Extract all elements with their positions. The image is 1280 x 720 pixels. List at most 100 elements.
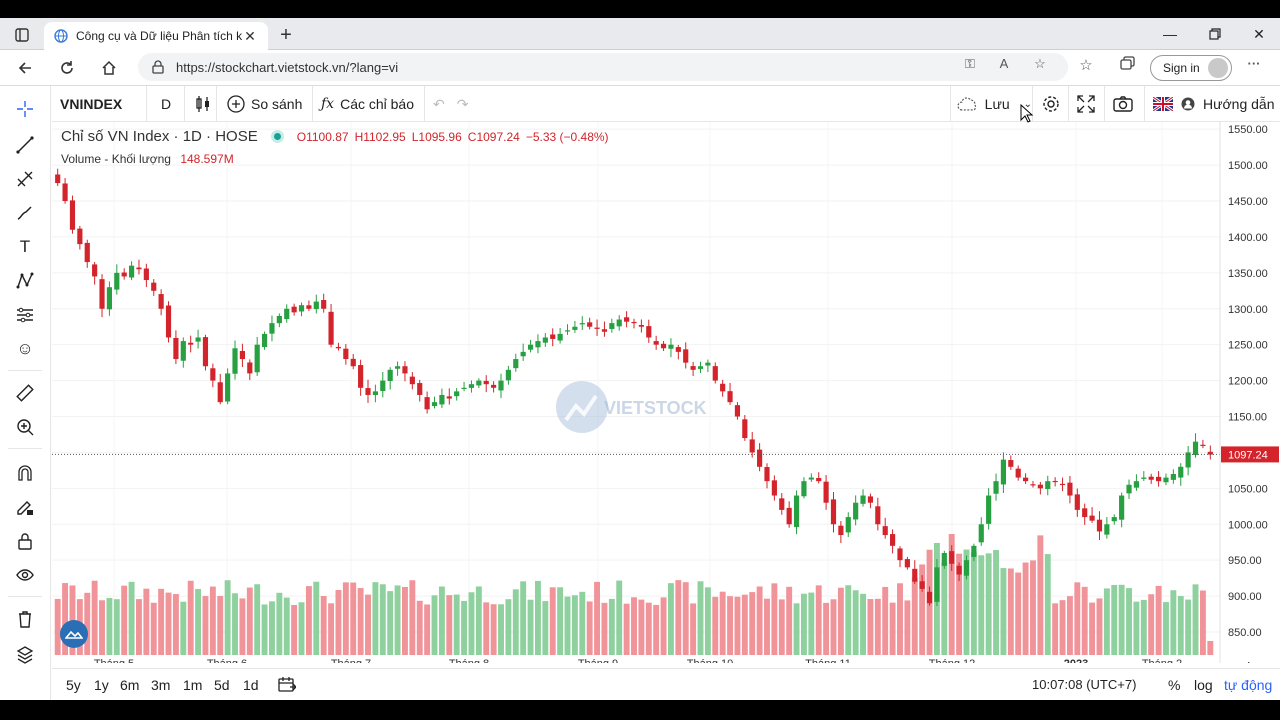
- close-tab-icon[interactable]: ✕: [244, 27, 256, 44]
- ohlc-low: L1095.96: [411, 129, 462, 144]
- refresh-icon[interactable]: [54, 56, 80, 80]
- save-button[interactable]: Lưu ⌄: [950, 86, 1032, 122]
- read-aloud-icon[interactable]: A: [999, 56, 1009, 71]
- text-tool-icon[interactable]: T: [19, 237, 31, 256]
- clock-time[interactable]: 10:07:08 (UTC+7): [1032, 677, 1137, 692]
- range-5d[interactable]: 5d: [214, 677, 230, 693]
- volume-bar: [889, 602, 896, 655]
- magnet-icon[interactable]: [12, 460, 38, 486]
- redo-icon[interactable]: ↷: [456, 95, 469, 112]
- time-axis[interactable]: Tháng 5 Tháng 6 Tháng 7 Tháng 8 Tháng 9 Tháng…: [94, 658, 1256, 677]
- volume-bar: [1148, 594, 1155, 655]
- sign-in-button[interactable]: Sign in: [1150, 55, 1232, 81]
- volume-bar: [549, 587, 556, 655]
- crosshair-icon[interactable]: [12, 96, 38, 122]
- fib-tool-icon[interactable]: [12, 166, 38, 192]
- volume-bar: [874, 598, 881, 655]
- symbol-search[interactable]: VNINDEX: [60, 96, 123, 112]
- interval-selector[interactable]: D: [146, 86, 184, 122]
- forecast-icon[interactable]: [12, 302, 38, 328]
- back-icon[interactable]: [12, 56, 38, 80]
- lock-icon[interactable]: [12, 528, 38, 554]
- close-window-icon[interactable]: ✕: [1253, 25, 1265, 42]
- vietstock-logo-badge[interactable]: [60, 620, 88, 648]
- trash-icon[interactable]: [12, 606, 38, 632]
- lock-icon[interactable]: [152, 60, 164, 74]
- home-icon[interactable]: [96, 56, 122, 80]
- minimize-icon[interactable]: —: [1163, 26, 1177, 42]
- auto-scale-toggle[interactable]: tự động: [1224, 677, 1273, 693]
- volume-bar: [453, 594, 460, 655]
- range-1d[interactable]: 1d: [243, 677, 259, 693]
- indicators-button[interactable]: ƒx Các chỉ báo: [312, 86, 424, 122]
- price-axis[interactable]: 1550.00 1500.00 1450.00 1400.00 1350.00 1300.…: [1219, 122, 1279, 663]
- chevron-down-icon[interactable]: ⌄: [1023, 98, 1032, 110]
- settings-button[interactable]: [1032, 86, 1068, 122]
- tab-actions-icon[interactable]: [10, 24, 34, 46]
- candle-body: [956, 565, 962, 575]
- range-1y[interactable]: 1y: [94, 677, 109, 693]
- volume-bar: [564, 596, 571, 655]
- divider: [8, 596, 42, 597]
- pattern-icon[interactable]: [12, 268, 38, 294]
- browser-tab[interactable]: Công cụ và Dữ liệu Phân tích kỹ t ✕: [44, 22, 268, 50]
- add-favorite-icon[interactable]: ☆: [1034, 56, 1046, 71]
- url-field[interactable]: https://stockchart.vietstock.vn/?lang=vi: [138, 53, 1068, 81]
- volume-bar: [852, 590, 859, 655]
- undo-redo[interactable]: ↶ ↷: [424, 86, 480, 122]
- favorites-icon[interactable]: ☆: [1079, 57, 1093, 74]
- candle-body: [446, 396, 452, 399]
- range-6m[interactable]: 6m: [120, 677, 140, 693]
- volume-bar: [823, 602, 830, 655]
- candle-body: [269, 323, 275, 334]
- vietstock-watermark: VIETSTOCK: [556, 381, 707, 433]
- indicators-label: Các chỉ báo: [340, 96, 415, 112]
- guide-label: Hướng dẫn: [1203, 96, 1275, 112]
- y-tick-label: 1500.00: [1228, 160, 1268, 172]
- fullscreen-button[interactable]: [1068, 86, 1104, 122]
- eye-icon[interactable]: [12, 562, 38, 588]
- volume-bar: [904, 600, 911, 655]
- volume-bar: [372, 582, 379, 655]
- object-tree-icon[interactable]: [12, 642, 38, 668]
- range-3m[interactable]: 3m: [151, 677, 171, 693]
- last-price-label: 1097.24: [1228, 449, 1268, 461]
- compare-button[interactable]: So sánh: [216, 86, 312, 122]
- candle-body: [1104, 524, 1110, 535]
- more-menu-icon[interactable]: ···: [1247, 56, 1261, 71]
- undo-icon[interactable]: ↶: [433, 95, 445, 112]
- log-toggle[interactable]: log: [1194, 677, 1213, 693]
- axis-settings-icon[interactable]: ⚙: [1242, 660, 1255, 677]
- volume-bar: [187, 580, 194, 655]
- key-icon[interactable]: ⚿: [965, 56, 975, 71]
- restore-icon[interactable]: [1200, 24, 1230, 44]
- range-1m[interactable]: 1m: [183, 677, 203, 693]
- range-5y[interactable]: 5y: [66, 677, 81, 693]
- lock-drawing-pen-icon[interactable]: [12, 494, 38, 520]
- volume-bar: [438, 586, 445, 655]
- volume-bar: [387, 591, 394, 655]
- ruler-icon[interactable]: [12, 380, 38, 406]
- trend-line-icon[interactable]: [12, 132, 38, 158]
- new-tab-icon[interactable]: +: [280, 23, 292, 46]
- date-range-icon[interactable]: [278, 676, 297, 695]
- volume-bar: [136, 599, 142, 655]
- brush-icon[interactable]: [12, 200, 38, 226]
- zoom-in-icon[interactable]: [12, 414, 38, 440]
- divider: [8, 370, 42, 371]
- save-label: Lưu: [984, 96, 1010, 112]
- candle-body: [993, 481, 999, 494]
- candle-body: [439, 394, 445, 405]
- percent-toggle[interactable]: %: [1168, 677, 1181, 693]
- guide-button[interactable]: Hướng dẫn: [1144, 86, 1280, 122]
- chart-type-button[interactable]: [184, 86, 216, 122]
- snapshot-button[interactable]: [1104, 86, 1144, 122]
- chart-area[interactable]: VIETSTOCK 1550.00 1500.00 1450.00 1400.00 13…: [52, 122, 1280, 677]
- emoji-icon[interactable]: ☺: [16, 339, 34, 358]
- candle-body: [343, 348, 349, 360]
- collections-icon[interactable]: [1118, 56, 1138, 72]
- volume-bar: [99, 600, 105, 655]
- volume-bar: [1052, 603, 1059, 655]
- candlestick-chart[interactable]: VIETSTOCK 1550.00 1500.00 1450.00 1400.00 13…: [52, 122, 1280, 677]
- volume-bar: [919, 564, 926, 655]
